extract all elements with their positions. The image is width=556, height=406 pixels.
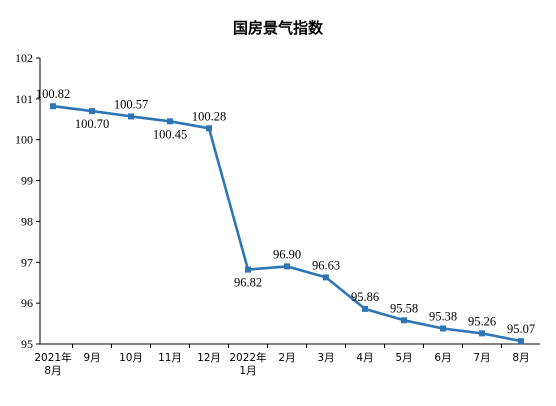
- x-tick-label: 4月: [356, 352, 373, 364]
- x-tick-label: 3月: [317, 352, 334, 364]
- data-point: [479, 330, 485, 337]
- data-label: 96.82: [234, 276, 262, 290]
- x-tick-label: 10月: [119, 352, 143, 364]
- data-label: 100.82: [36, 87, 70, 101]
- data-label: 96.63: [312, 258, 340, 272]
- x-tick-label: 6月: [434, 352, 451, 364]
- data-point: [401, 317, 407, 324]
- data-point: [167, 118, 173, 125]
- y-tick-label: 101: [15, 92, 33, 106]
- x-tick-label: 1月: [239, 365, 256, 377]
- x-tick-label: 8月: [512, 352, 529, 364]
- data-label: 95.38: [429, 309, 457, 323]
- data-labels: 100.82 100.70 100.57 100.45 100.28 96.82 96.90…: [36, 87, 535, 336]
- y-tick-label: 96: [21, 296, 33, 310]
- data-label: 95.07: [507, 322, 535, 336]
- data-label: 95.26: [468, 314, 496, 328]
- x-tick-label: 9月: [83, 352, 100, 364]
- data-point: [440, 325, 446, 332]
- data-label: 100.45: [153, 127, 187, 141]
- series-line: [52, 104, 522, 343]
- data-point: [284, 263, 290, 270]
- data-point: [362, 305, 368, 312]
- data-point: [518, 338, 524, 345]
- data-label: 100.70: [75, 117, 109, 131]
- data-label: 95.58: [390, 301, 418, 315]
- data-markers: [50, 103, 524, 345]
- y-tick-label: 102: [15, 51, 33, 65]
- data-label: 96.90: [273, 247, 301, 261]
- x-tick-label: 2月: [278, 352, 295, 364]
- data-point: [128, 113, 134, 120]
- y-tick-label: 98: [21, 214, 33, 228]
- y-tick-label: 95: [21, 337, 33, 351]
- y-tick-label: 97: [21, 255, 33, 269]
- x-tick-label: 5月: [395, 352, 412, 364]
- x-tick-label: 11月: [158, 352, 182, 364]
- y-tick-label: 100: [15, 133, 33, 147]
- chart-title: 国房景气指数: [233, 19, 324, 37]
- x-tick-label: 8月: [44, 365, 61, 377]
- x-tick-label: 12月: [197, 352, 221, 364]
- data-label: 95.86: [351, 290, 379, 304]
- x-tick-label: 7月: [473, 352, 490, 364]
- y-axis-ticks: 95 96 97 98 99 100 101 102: [15, 51, 40, 351]
- data-point: [50, 103, 56, 110]
- x-tick-label: 2022年: [229, 351, 266, 364]
- data-point: [89, 108, 95, 115]
- data-point: [323, 274, 329, 281]
- data-point: [206, 125, 212, 132]
- y-tick-label: 99: [21, 174, 33, 188]
- data-point: [245, 266, 251, 273]
- x-tick-label: 2021年: [34, 351, 71, 364]
- data-label: 100.57: [114, 97, 148, 111]
- data-label: 100.28: [192, 109, 226, 123]
